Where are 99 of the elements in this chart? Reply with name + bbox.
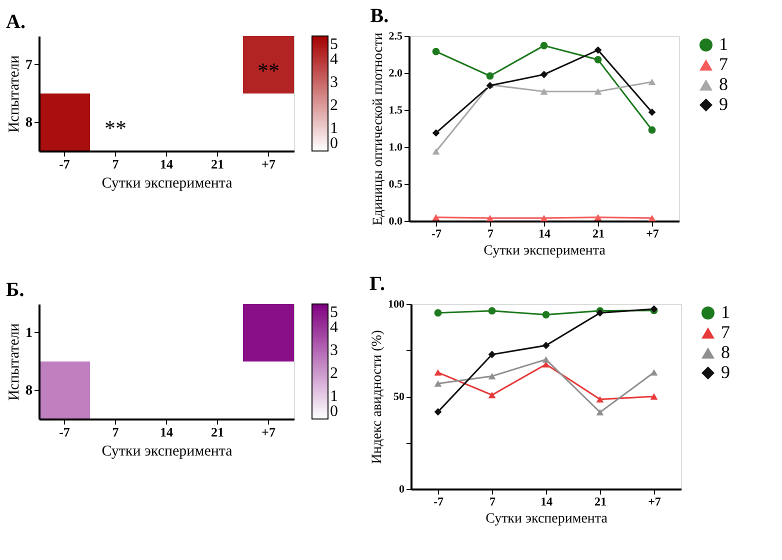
x-axis-title: Сутки эксперимента — [102, 176, 233, 192]
legend-label: 7 — [721, 322, 730, 342]
color-bar-label: 0 — [330, 403, 338, 420]
data-label: ** — [258, 58, 280, 83]
point — [488, 350, 496, 358]
point — [648, 78, 656, 86]
point — [434, 380, 442, 387]
legend-label: 1 — [719, 34, 728, 54]
color-bar-label: 2 — [330, 97, 338, 114]
chart-title: B. — [370, 5, 389, 27]
point — [648, 126, 656, 134]
point — [432, 214, 440, 221]
x-tick-label: 7 — [112, 156, 120, 172]
y-tick-label: 100 — [388, 298, 405, 310]
legend-label: 7 — [719, 54, 728, 74]
x-axis-title: Сутки эксперимента — [486, 512, 608, 526]
y-axis-title: Единицы оптической плотности — [370, 32, 386, 226]
x-tick-label: +7 — [262, 424, 276, 440]
y-tick-label: 0 — [399, 484, 405, 496]
x-tick-label: -7 — [59, 424, 70, 440]
x-tick-label: 14 — [160, 424, 174, 440]
point — [434, 309, 442, 317]
x-tick-label: +7 — [646, 226, 659, 240]
color-bar-label: 2 — [330, 365, 338, 382]
x-tick-label: 14 — [540, 494, 552, 508]
color-bar-label: 0 — [330, 135, 338, 152]
legend-label: 1 — [721, 302, 730, 322]
point — [432, 48, 440, 56]
y-tick-label: 8 — [26, 115, 32, 130]
x-tick-label: -7 — [59, 156, 70, 172]
point — [596, 396, 604, 402]
point — [432, 129, 440, 137]
point — [594, 56, 602, 64]
point — [542, 311, 550, 318]
legend-label: 8 — [719, 74, 728, 94]
legend-label: 9 — [719, 94, 728, 114]
y-tick-label: 0.5 — [388, 178, 403, 190]
color-bar-label: 3 — [330, 342, 338, 359]
y-tick-label: 0.0 — [388, 216, 403, 228]
x-axis-title: Сутки эксперимента — [102, 444, 233, 460]
x-tick-label: +7 — [648, 494, 661, 508]
point — [540, 214, 548, 222]
point — [432, 148, 440, 155]
x-tick-label: 14 — [160, 156, 174, 172]
color-bar-label: 5 — [330, 36, 338, 53]
point — [488, 372, 496, 380]
point — [540, 42, 548, 50]
x-tick-label: 21 — [211, 424, 224, 440]
point — [650, 369, 658, 376]
point — [540, 70, 548, 78]
y-tick-label: 50 — [394, 391, 405, 403]
y-tick-label: 7 — [26, 58, 32, 73]
x-tick-label: 14 — [538, 226, 550, 240]
point — [650, 393, 658, 400]
y-tick-label: 1.0 — [388, 142, 403, 154]
point — [434, 369, 442, 376]
color-bar-label: 1 — [330, 388, 338, 405]
color-bar-label: 1 — [330, 120, 338, 137]
point — [434, 408, 442, 416]
y-tick-label: 2.5 — [388, 30, 403, 42]
y-axis-title: Индекс авидности (%) — [370, 330, 385, 464]
x-tick-label: 21 — [592, 226, 604, 240]
y-tick-label: 8 — [26, 383, 32, 398]
x-tick-label: 21 — [211, 156, 224, 172]
y-axis-title: Испытатели — [6, 323, 22, 401]
point — [488, 392, 496, 398]
point — [486, 72, 494, 80]
x-tick-label: 7 — [112, 424, 120, 440]
y-tick-label: 1.5 — [388, 104, 403, 116]
point — [542, 342, 550, 350]
x-tick-label: +7 — [262, 156, 276, 172]
legend-label: 9 — [721, 362, 730, 382]
x-tick-label: 7 — [490, 494, 496, 508]
data-label: ** — [104, 115, 126, 140]
point — [594, 88, 602, 95]
chart-title: Б. — [6, 279, 24, 301]
point — [540, 88, 548, 95]
x-tick-label: -7 — [434, 494, 444, 508]
point — [542, 356, 550, 363]
x-tick-label: 21 — [594, 494, 606, 508]
x-tick-label: 7 — [488, 226, 494, 240]
point — [648, 214, 656, 222]
y-axis-title: Испытатели — [6, 55, 22, 133]
x-tick-label: -7 — [432, 226, 442, 240]
legend-label: 8 — [721, 342, 730, 362]
y-tick-label: 1 — [26, 326, 32, 341]
point — [594, 214, 602, 221]
color-bar-label: 5 — [330, 304, 338, 321]
color-bar-label: 4 — [330, 319, 338, 336]
color-bar-label: 3 — [330, 74, 338, 91]
point — [486, 214, 494, 222]
point — [594, 46, 602, 54]
color-bar-label: 4 — [330, 51, 338, 68]
y-tick-label: 2.0 — [388, 68, 403, 80]
chart-title: Г. — [370, 273, 385, 295]
point — [596, 409, 604, 416]
point — [488, 307, 496, 315]
x-axis-title: Сутки эксперимента — [484, 244, 606, 258]
chart-title: A. — [6, 11, 26, 33]
